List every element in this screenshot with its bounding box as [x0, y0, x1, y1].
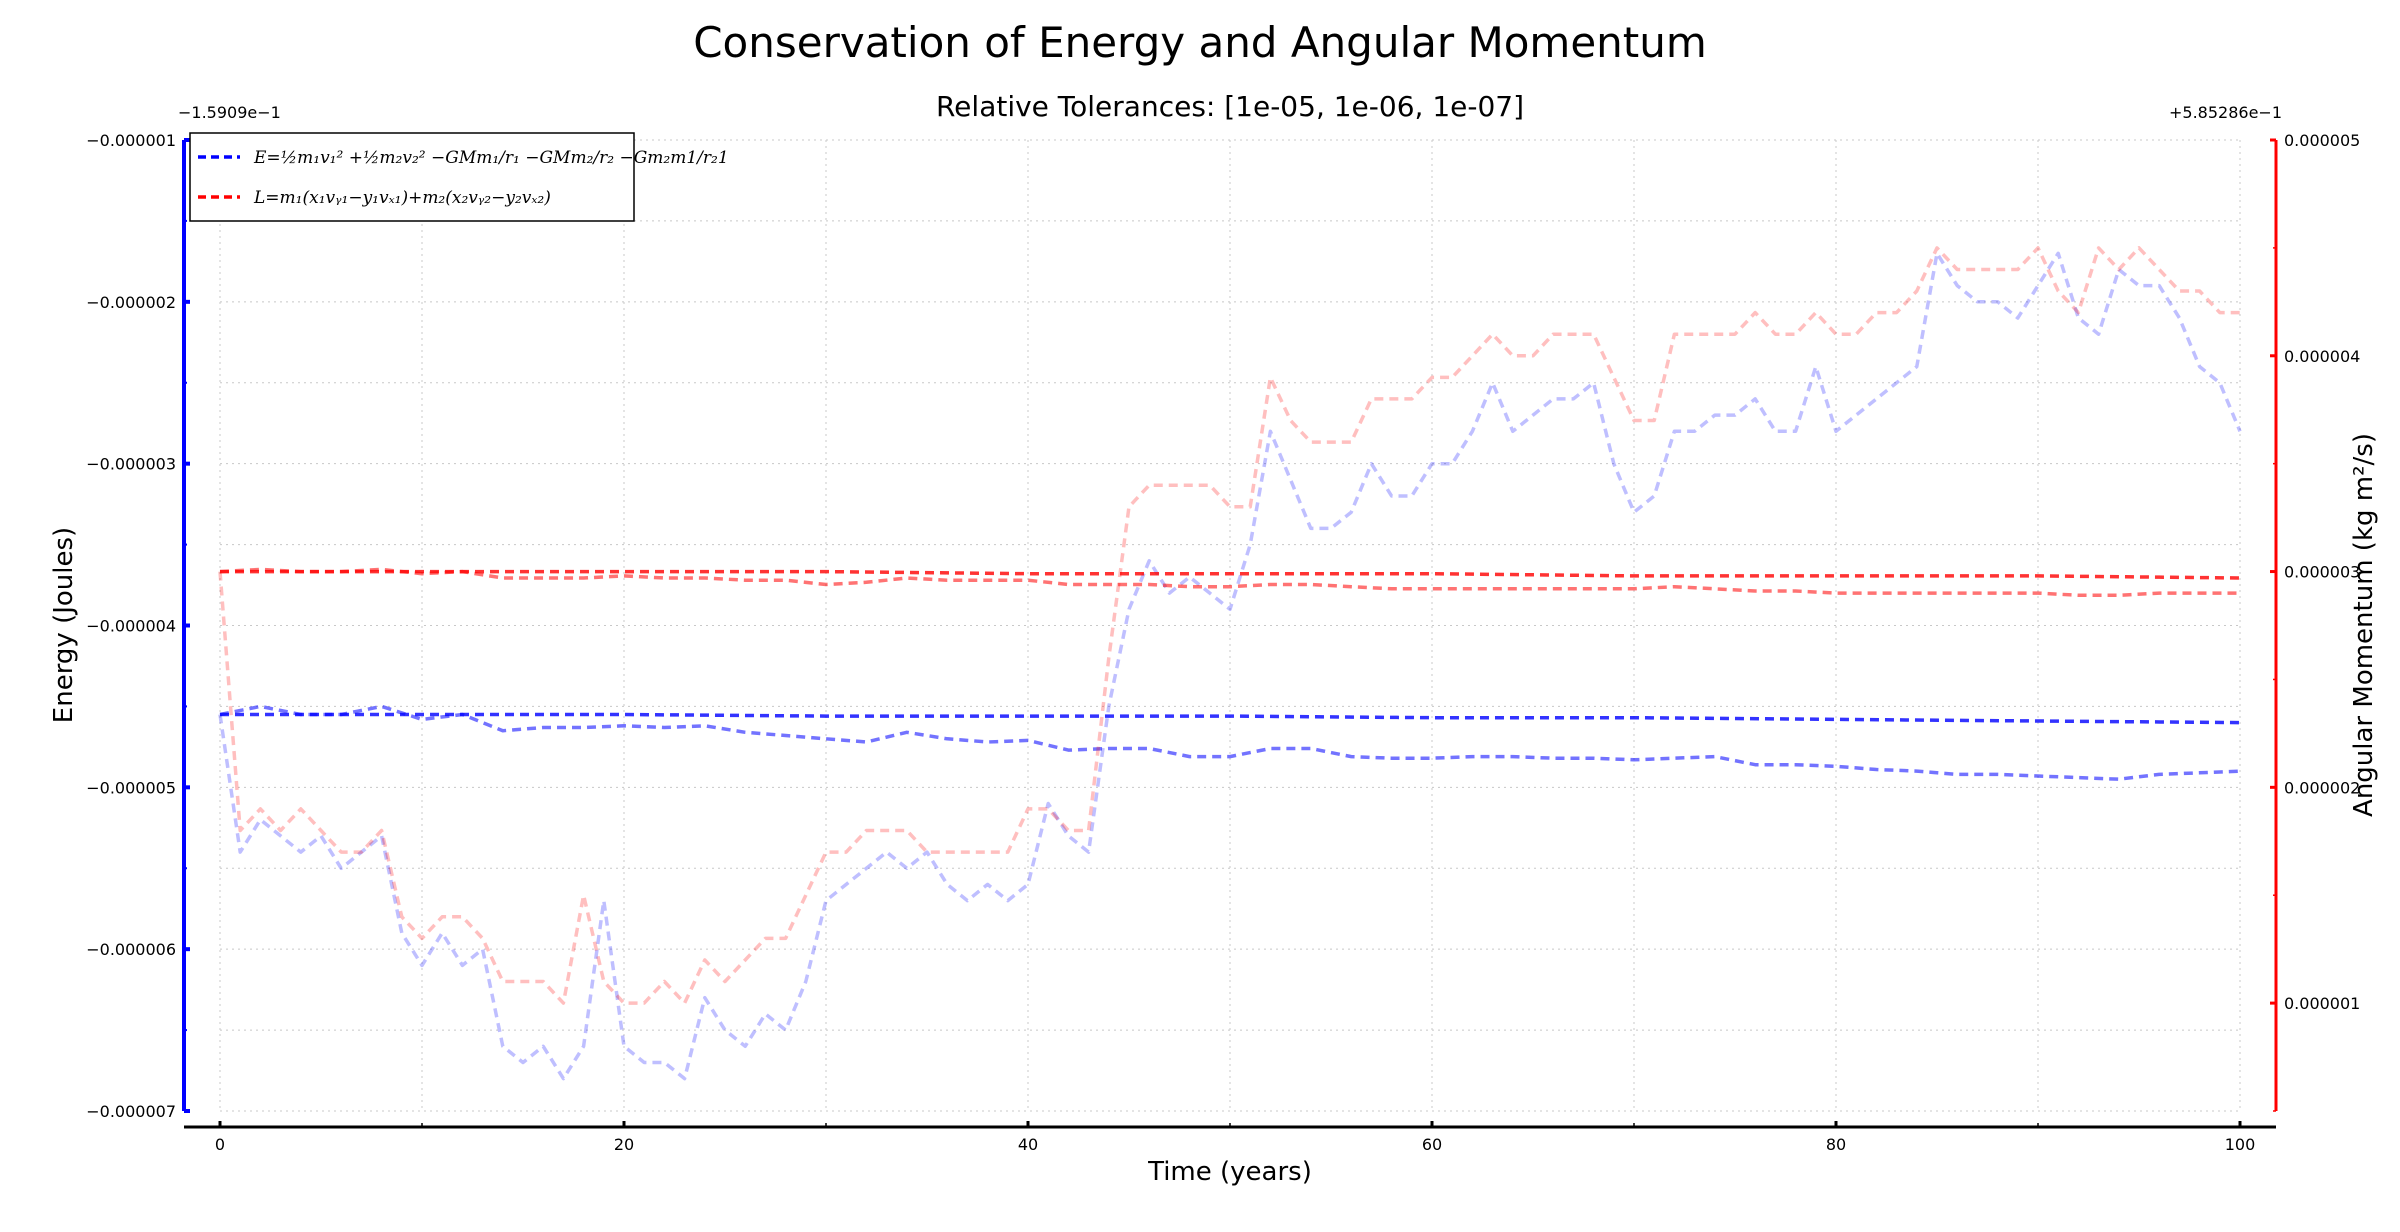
series-line-angular-momentum-5	[220, 569, 2241, 580]
y-left-tick-label: −0.000007	[86, 1102, 176, 1121]
y-left-tick-label: −0.000003	[86, 455, 176, 474]
legend-label-energy: E=½m₁v₁² +½m₂v₂² −GMm₁/r₁ −GMm₂/r₂ −Gm₂m…	[253, 148, 729, 168]
series-layer	[218, 246, 2242, 1081]
series-line-angular-momentum-4	[219, 567, 2240, 598]
legend-label-angular-momentum: L=m₁(x₁vᵧ₁−y₁vₓ₁)+m₂(x₂vᵧ₂−y₂vₓ₂)	[253, 188, 551, 208]
x-tick-label: 20	[614, 1135, 634, 1154]
legend: E=½m₁v₁² +½m₂v₂² −GMm₁/r₁ −GMm₂/r₂ −Gm₂m…	[189, 132, 729, 222]
y-right-tick-label: 0.000004	[2284, 347, 2360, 366]
x-tick-label: 0	[215, 1135, 225, 1154]
y-right-tick-label: 0.000003	[2284, 563, 2360, 582]
y-left-tick-label: −0.000001	[86, 131, 176, 150]
x-tick-label: 60	[1422, 1135, 1442, 1154]
y-axis-label-right: Angular Momentum (kg m²/s)	[2349, 433, 2379, 817]
legend-box	[189, 132, 635, 222]
ticks: 0 20 40 60 80 100 −0.000001 −0.000002 −0.000003 −…	[86, 131, 2360, 1154]
x-tick-label: 80	[1826, 1135, 1846, 1154]
chart-title: Conservation of Energy and Angular Momen…	[693, 18, 1707, 67]
y-right-tick-label: 0.000001	[2284, 994, 2360, 1013]
y-axis-label-left: Energy (Joules)	[49, 527, 79, 723]
grid	[219, 139, 2241, 1112]
x-tick-label: 100	[2225, 1135, 2256, 1154]
series-line-energy-0	[218, 251, 2242, 1081]
y-left-tick-label: −0.000005	[86, 778, 176, 797]
y-left-tick-label: −0.000006	[86, 940, 176, 959]
left-offset-label: −1.5909e−1	[178, 103, 281, 122]
right-offset-label: +5.85286e−1	[2169, 103, 2282, 122]
series-line-energy-2	[220, 712, 2241, 725]
chart-subtitle: Relative Tolerances: [1e-05, 1e-06, 1e-0…	[936, 90, 1524, 123]
y-left-tick-label: −0.000004	[86, 617, 176, 636]
x-axis-label: Time (years)	[1147, 1157, 1312, 1187]
y-right-tick-label: 0.000005	[2284, 131, 2360, 150]
y-right-tick-label: 0.000002	[2284, 778, 2360, 797]
x-tick-label: 40	[1018, 1135, 1038, 1154]
y-left-tick-label: −0.000002	[86, 293, 176, 312]
series-line-energy-1	[219, 704, 2241, 781]
